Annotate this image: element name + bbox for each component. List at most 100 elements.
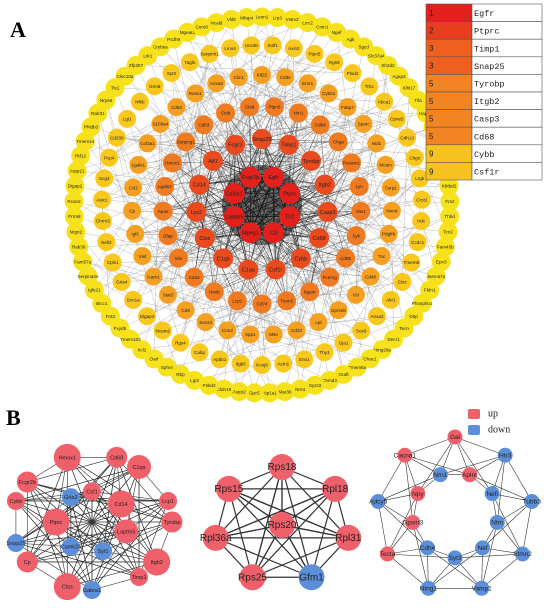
edge (67, 457, 173, 523)
node-label: Phospho1 (412, 301, 433, 306)
node (153, 201, 173, 221)
node (420, 580, 436, 596)
legend-gene: Ptprc (474, 27, 500, 37)
edge (440, 454, 506, 475)
edge (167, 235, 249, 270)
edge (167, 77, 239, 236)
node-label: Rgs4 (175, 340, 186, 345)
node (275, 382, 295, 402)
node-label: Lgi3 (190, 378, 199, 383)
edge (185, 232, 274, 311)
node-label: Hmox1 (165, 161, 180, 166)
edge (66, 457, 104, 552)
node (229, 68, 248, 87)
node (159, 285, 178, 304)
legend-gene: Cybb (474, 150, 494, 160)
node-label: Ncald (211, 20, 223, 25)
edge (223, 258, 274, 335)
edge (309, 211, 328, 292)
node (210, 350, 229, 369)
node-label: Csf1r (269, 268, 282, 274)
node (447, 429, 463, 445)
node (130, 568, 149, 587)
node (145, 77, 164, 96)
node (221, 39, 240, 58)
node-label: Lrp3 (273, 15, 283, 20)
node (305, 44, 324, 63)
node (167, 98, 186, 117)
node-label: S100a4 (152, 122, 168, 127)
node (199, 375, 219, 395)
edge (496, 455, 506, 523)
node-label: Asic1 (96, 197, 108, 202)
node-label: Syt3 (448, 555, 461, 562)
node (177, 22, 197, 42)
edge (377, 501, 428, 549)
node-label: Ngef (332, 30, 342, 35)
node (346, 285, 365, 304)
node-label: Cp (24, 560, 31, 566)
legend-rank: 9 (429, 167, 434, 176)
edge (289, 83, 308, 194)
node-label: Rpl31 (335, 533, 362, 544)
node-label: Nef (478, 545, 488, 552)
node-label: Casp3 (320, 210, 336, 216)
node-label: Gfap (163, 233, 173, 238)
node-label: Itgb2 (151, 560, 163, 566)
edge (164, 186, 249, 270)
node (202, 150, 223, 171)
node-label: Fcgr2b (242, 175, 259, 181)
edge (172, 83, 217, 163)
node-label: Scn1a (127, 298, 140, 303)
node (277, 291, 297, 311)
node-label: Col3a1 (140, 141, 155, 146)
node-label: Rab31 (91, 111, 105, 116)
node-label: Nrn1 (433, 472, 447, 479)
node-label: Pcdh9 (167, 37, 180, 42)
node (213, 248, 234, 269)
node (295, 350, 314, 369)
node-label: Cd22 (291, 328, 302, 333)
node (284, 39, 303, 58)
node (189, 174, 210, 195)
node-label: Tmem102 (120, 337, 141, 342)
edge (281, 466, 313, 578)
edge (412, 522, 429, 589)
node (171, 333, 190, 352)
node-label: Tmem8a (348, 365, 367, 370)
edge (154, 86, 389, 235)
edges (73, 16, 451, 393)
node-label: Cntn1 (316, 25, 329, 30)
node (379, 224, 398, 243)
edge (194, 269, 276, 278)
edge (329, 277, 362, 331)
node-label: Cacna1 (394, 452, 417, 459)
node (204, 282, 224, 302)
node-label: Cybb (9, 499, 22, 505)
node (269, 512, 295, 538)
edge (205, 303, 263, 323)
node-label: Cd68 (313, 236, 326, 242)
node (61, 488, 80, 507)
node (161, 511, 183, 533)
node (184, 267, 204, 287)
edge (176, 107, 197, 212)
node-label: Nid1 (372, 141, 382, 146)
node (242, 36, 261, 55)
legend-rank: 5 (429, 79, 434, 88)
node-label: Pnkd2 (203, 383, 216, 388)
node (290, 379, 310, 399)
node-label: Vav1 (356, 209, 367, 214)
node (107, 490, 135, 518)
node (328, 132, 348, 152)
edge (178, 144, 236, 259)
node-label: Igf1 (131, 232, 139, 237)
node-label: Lyn (356, 184, 364, 189)
node-label: Eno1 (299, 357, 310, 362)
node-label: Kif22 (257, 73, 268, 78)
node-label: Ptprc (50, 520, 63, 526)
panel-label: B (6, 405, 21, 430)
node (435, 237, 455, 257)
node-label: Klhl17 (403, 86, 416, 91)
node-label: Nfkb (135, 99, 145, 104)
